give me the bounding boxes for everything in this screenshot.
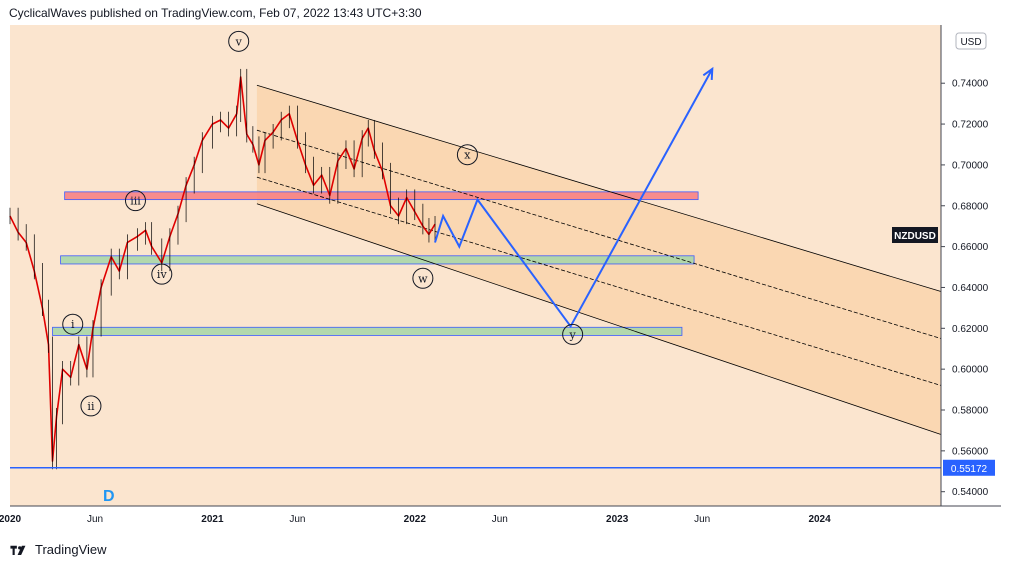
channel-line-mid-lower [256,176,942,386]
projection-path [434,66,714,329]
wave-label-x: x [464,149,471,162]
channel-line-lower [256,203,942,435]
price-tick-label: 0.62000 [952,324,989,335]
wave-circle-y [562,323,584,345]
wave-circle-x [456,144,478,166]
price-tick-label: 0.54000 [952,487,989,498]
currency-label: USD [960,37,981,48]
wave-label-i: i [71,318,75,331]
time-axis[interactable] [10,506,941,534]
price-series [9,68,436,470]
price-axis[interactable] [941,25,1001,506]
currency-badge[interactable] [955,32,987,50]
time-tick-label: Jun [492,514,508,525]
annotation-d: D [103,488,115,505]
price-tick-label: 0.66000 [952,242,989,253]
time-tick-label: Jun [87,514,103,525]
wave-circle-i [62,313,84,335]
channel-line-upper [256,84,942,292]
price-tick-label: 0.70000 [952,160,989,171]
wave-label-iv: iv [157,268,168,281]
channel-lines [256,84,942,435]
price-tick-label: 0.68000 [952,201,989,212]
wave-circle-w [412,267,434,289]
wave-circle-iii [124,190,146,212]
footer: TradingView [9,542,107,557]
publish-header: CyclicalWaves published on TradingView.c… [9,6,422,20]
time-tick-label: 2024 [808,514,831,525]
time-tick-label: 2021 [201,514,224,525]
plot-background [10,25,941,506]
time-tick-label: 2020 [0,514,22,525]
wave-circle-iv [151,263,173,285]
wave-label-v: v [235,35,243,48]
time-tick-label: 2023 [606,514,629,525]
zone-2 [60,255,695,265]
last-price-label: 0.55172 [951,464,988,475]
zone-3 [52,326,683,336]
projection-arrowhead [702,66,714,80]
channel-line-mid-upper [256,129,942,339]
wave-label-iii: iii [130,195,141,208]
symbol-badge [892,227,938,243]
zones [52,191,699,336]
price-tick-label: 0.74000 [952,79,989,90]
price-tick-label: 0.72000 [952,120,989,131]
price-ticks: 0.74000 0.72000 0.70000 0.68000 0.66000 0.640… [941,79,989,498]
wave-circle-ii [80,395,102,417]
wave-label-w: w [418,272,428,285]
symbol-label: NZDUSD [894,231,936,242]
price-tick-label: 0.56000 [952,446,989,457]
price-tick-label: 0.64000 [952,283,989,294]
wave-circle-v [228,30,250,52]
wave-label-ii: ii [87,400,95,413]
time-tick-label: Jun [289,514,305,525]
time-tick-label: Jun [694,514,710,525]
wave-label-y: y [569,328,577,341]
zone-1 [64,191,699,201]
time-ticks: 2020 Jun 2021 Jun 2022 Jun 2023 Jun 2024 [0,514,831,525]
last-price-badge [943,459,995,476]
footer-brand: TradingView [35,542,107,557]
price-tick-label: 0.58000 [952,406,989,417]
price-tick-label: 0.60000 [952,365,989,376]
time-tick-label: 2022 [404,514,427,525]
tradingview-logo-icon [10,545,26,555]
projection-line [434,68,714,329]
